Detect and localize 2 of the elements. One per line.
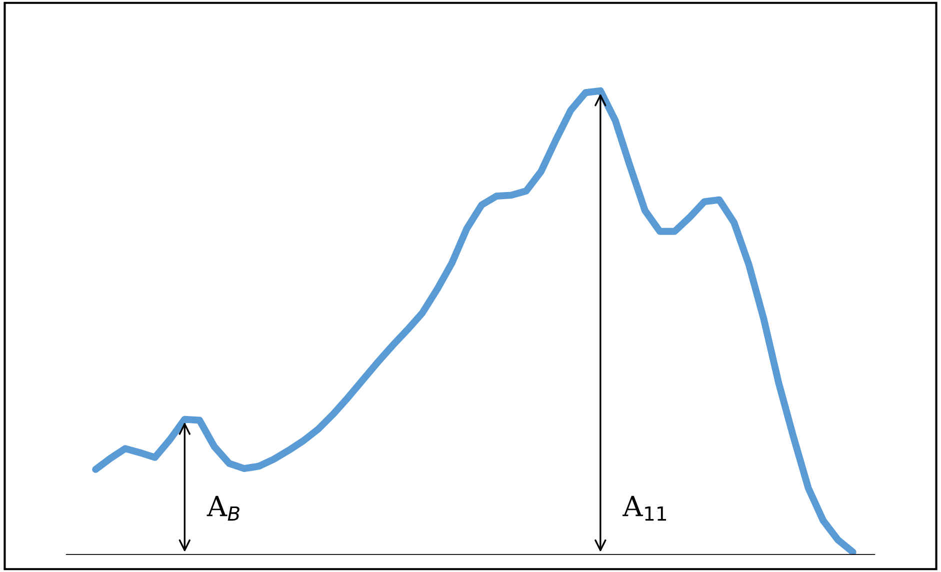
annotation: A$_{B}$ (206, 496, 240, 521)
annotation: A$_{11}$ (622, 496, 666, 521)
